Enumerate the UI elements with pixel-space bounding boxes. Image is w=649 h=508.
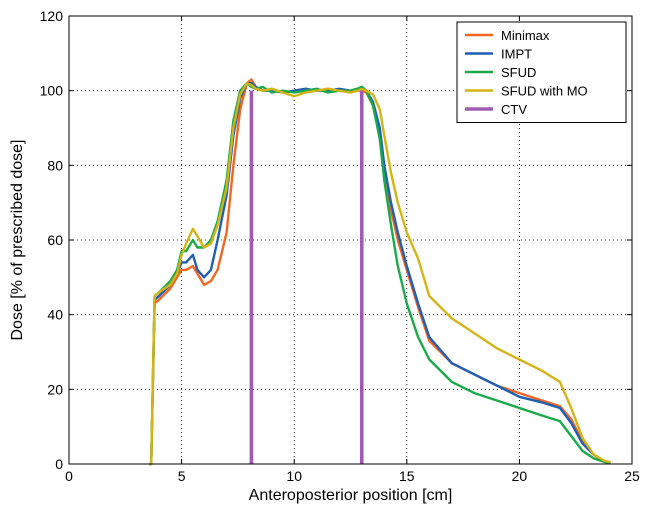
y-tick-label: 40 xyxy=(47,307,63,323)
series-layer xyxy=(148,78,611,466)
y-tick-label: 80 xyxy=(47,157,63,173)
x-tick-label: 5 xyxy=(178,468,186,484)
y-tick-label: 20 xyxy=(47,381,63,397)
legend-label-sfud-with-mo: SFUD with MO xyxy=(501,84,588,99)
legend-label-ctv: CTV xyxy=(501,102,527,117)
y-tick-label: 0 xyxy=(55,456,63,472)
x-tick-label: 0 xyxy=(65,468,73,484)
legend-label-impt: IMPT xyxy=(501,47,532,62)
x-tick-label: 20 xyxy=(512,468,528,484)
x-tick-label: 25 xyxy=(624,468,640,484)
y-tick-label: 60 xyxy=(47,232,63,248)
legend-label-sfud: SFUD xyxy=(501,65,536,80)
series-sfud-with-mo-line xyxy=(148,81,611,466)
legend-label-minimax: Minimax xyxy=(501,28,550,43)
y-tick-label: 100 xyxy=(40,83,64,99)
y-tick-label: 120 xyxy=(40,8,64,24)
x-axis-label: Anteroposterior position [cm] xyxy=(249,487,453,504)
x-tick-label: 10 xyxy=(286,468,302,484)
ticks: 0 5 10 15 20 25 0 20 40 60 80 100 120 xyxy=(40,8,640,484)
grid xyxy=(69,16,632,464)
legend: Minimax IMPT SFUD SFUD with MO CTV xyxy=(456,21,627,123)
x-tick-label: 15 xyxy=(399,468,415,484)
y-axis-label: Dose [% of prescribed dose] xyxy=(9,140,26,341)
